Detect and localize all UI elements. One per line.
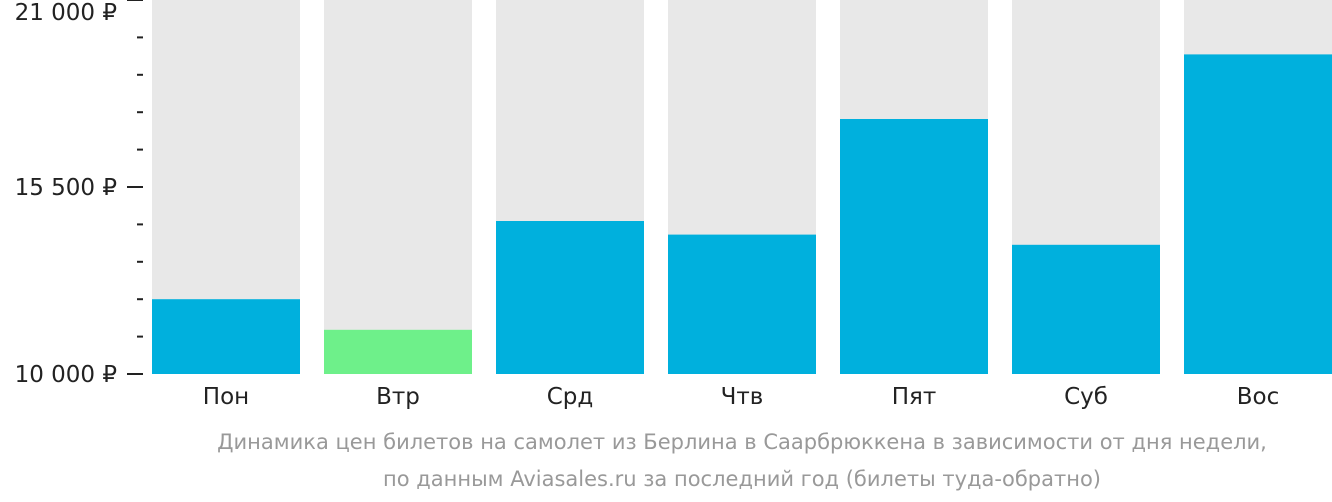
x-tick-label-5: Пят bbox=[892, 384, 937, 410]
bar-2 bbox=[324, 329, 472, 374]
x-tick-label-6: Суб bbox=[1064, 384, 1108, 410]
x-tick-label-3: Срд bbox=[547, 384, 594, 410]
y-tick-label-1: 10 000 ₽ bbox=[15, 362, 117, 388]
x-tick-label-1: Пон bbox=[203, 384, 249, 410]
bar-5 bbox=[840, 119, 988, 374]
x-tick-label-7: Вос bbox=[1237, 384, 1280, 410]
chart-caption-line-1: Динамика цен билетов на самолет из Берли… bbox=[217, 430, 1267, 454]
y-tick-label-3: 21 000 ₽ bbox=[15, 0, 117, 26]
bar-1 bbox=[152, 299, 300, 374]
bar-4 bbox=[668, 234, 816, 374]
x-tick-label-2: Втр bbox=[376, 384, 420, 410]
chart-plot: Пон Втр Срд Чтв Пят Суб Вос 10 000 ₽ 15 500 ₽ 21 … bbox=[15, 0, 1332, 410]
bar-6 bbox=[1012, 244, 1160, 374]
y-tick-label-2: 15 500 ₽ bbox=[15, 175, 117, 201]
bar-7 bbox=[1184, 54, 1332, 375]
x-tick-label-4: Чтв bbox=[721, 384, 764, 410]
bar-3 bbox=[496, 221, 644, 374]
chart-caption-line-2: по данным Aviasales.ru за последний год … bbox=[383, 467, 1101, 491]
bar-background-2 bbox=[324, 0, 472, 374]
